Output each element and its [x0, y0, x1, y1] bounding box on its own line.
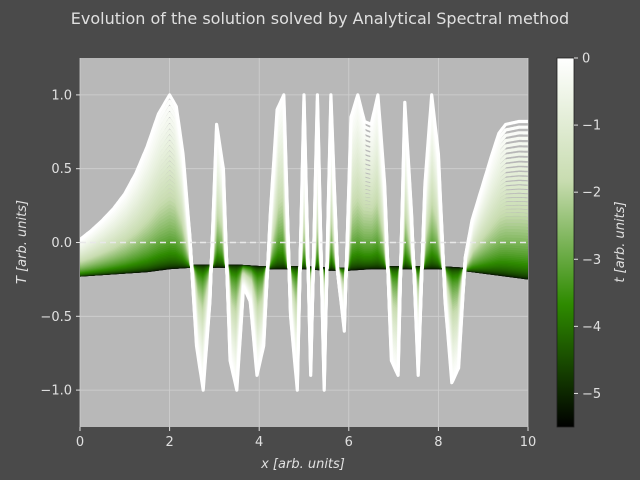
solution-curve — [80, 93, 528, 392]
y-tick-label: 1.0 — [51, 88, 72, 103]
colorbar-tick-label: 0 — [582, 52, 590, 67]
x-tick-label: 10 — [520, 435, 537, 450]
colorbar-gradient — [556, 57, 575, 428]
x-axis: 0 2 4 6 8 10 — [76, 427, 536, 450]
colorbar-label: t [arb. units] — [613, 201, 628, 282]
x-tick-label: 6 — [345, 435, 353, 450]
colorbar-tick-label: −5 — [582, 387, 601, 402]
plot-area — [79, 58, 529, 427]
y-tick-label: −0.5 — [40, 310, 72, 325]
x-axis-label: x [arb. units] — [260, 457, 345, 472]
colorbar-tick-label: −1 — [582, 119, 601, 134]
colorbar-tick-label: −4 — [582, 320, 601, 335]
x-tick-label: 0 — [76, 435, 84, 450]
chart-title: Evolution of the solution solved by Anal… — [71, 9, 569, 28]
x-tick-label: 4 — [255, 435, 263, 450]
solution-curves — [80, 93, 528, 392]
y-tick-label: 0.0 — [51, 236, 72, 251]
y-tick-label: −1.0 — [40, 384, 72, 399]
colorbar-tick-label: −3 — [582, 253, 601, 268]
x-tick-label: 2 — [165, 435, 173, 450]
colorbar: 0 −1 −2 −3 −4 −5 — [556, 52, 601, 428]
colorbar-tick-label: −2 — [582, 186, 601, 201]
y-tick-label: 0.5 — [51, 162, 72, 177]
y-axis-label: T [arb. units] — [15, 200, 30, 284]
x-tick-label: 8 — [434, 435, 442, 450]
y-axis: −1.0 −0.5 0.0 0.5 1.0 — [40, 88, 80, 399]
